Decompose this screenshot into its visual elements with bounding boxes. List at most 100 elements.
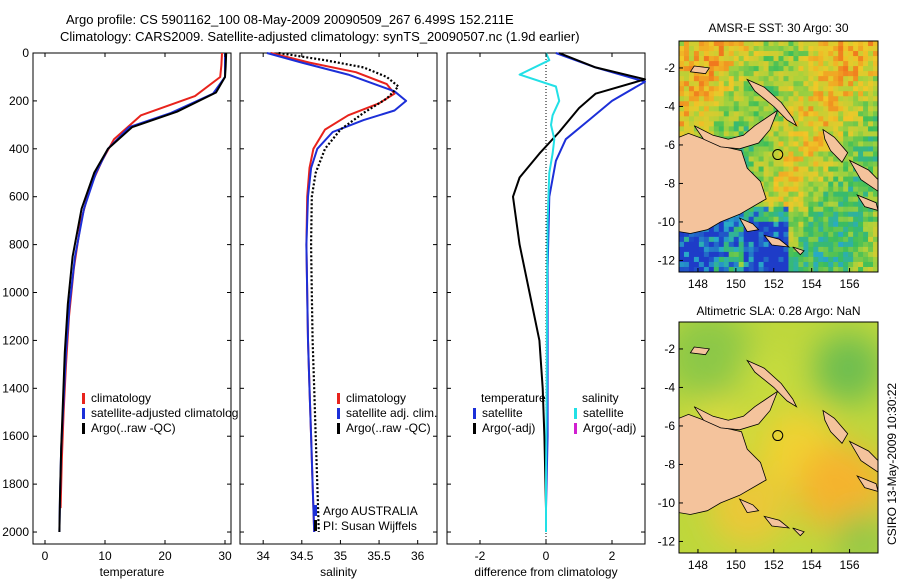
sst-cell	[763, 106, 769, 112]
sst-cell	[873, 216, 878, 223]
sst-cell	[868, 226, 874, 233]
sst-cell	[698, 266, 705, 272]
sst-cell	[818, 151, 824, 157]
sst-cell	[873, 86, 878, 92]
sst-cell	[838, 166, 844, 172]
sst-cell	[873, 96, 878, 102]
sst-cell	[723, 46, 730, 52]
sst-cell	[679, 116, 685, 122]
sst-cell	[688, 266, 695, 272]
sst-cell	[828, 86, 834, 92]
sst-cell	[813, 211, 819, 218]
sst-cell	[693, 241, 700, 248]
sst-cell	[728, 41, 735, 47]
sst-cell	[868, 141, 874, 147]
sst-cell	[823, 66, 829, 72]
sst-cell	[788, 101, 794, 107]
sst-cell	[763, 41, 769, 47]
sst-cell	[873, 106, 878, 112]
sst-cell	[858, 41, 864, 47]
sst-cell	[738, 66, 745, 72]
sst-cell	[808, 246, 814, 253]
sst-cell	[688, 261, 695, 268]
legend-label-2: Argo(..raw -QC)	[346, 421, 431, 435]
sst-cell	[763, 66, 769, 72]
sst-cell	[873, 211, 878, 218]
sst-cell	[768, 191, 774, 198]
x-axis-label: salinity	[320, 565, 357, 579]
sst-cell	[823, 251, 829, 258]
sst-cell	[688, 71, 695, 77]
legend-swatch-1	[337, 408, 340, 419]
sst-cell	[793, 51, 799, 57]
sst-cell	[818, 251, 824, 258]
sst-cell	[848, 66, 854, 72]
sst-cell	[838, 111, 844, 117]
sst-cell	[803, 221, 809, 228]
sst-cell	[688, 116, 695, 122]
sst-cell	[813, 231, 819, 238]
sst-cell	[863, 51, 869, 57]
sst-cell	[833, 126, 839, 132]
sst-cell	[778, 121, 784, 127]
sst-cell	[728, 86, 735, 92]
sst-cell	[763, 181, 769, 188]
sst-cell	[743, 91, 750, 97]
sst-cell	[683, 116, 690, 122]
sst-cell	[698, 51, 705, 57]
sst-cell	[818, 171, 824, 177]
sst-cell	[803, 56, 809, 62]
sst-cell	[683, 246, 690, 253]
sst-cell	[868, 76, 874, 82]
sst-cell	[773, 131, 779, 137]
sst-cell	[813, 216, 819, 223]
sst-cell	[783, 191, 789, 198]
sst-cell	[688, 96, 695, 102]
sst-cell	[773, 246, 779, 253]
sst-cell	[768, 151, 774, 157]
sst-cell	[703, 61, 710, 67]
sst-cell	[863, 151, 869, 157]
sst-cell	[803, 101, 809, 107]
sst-cell	[803, 161, 809, 167]
sst-cell	[788, 76, 794, 82]
sst-cell	[868, 186, 874, 193]
sst-cell	[858, 161, 864, 167]
series-line-2	[278, 51, 400, 533]
sst-cell	[843, 41, 849, 47]
sst-cell	[843, 216, 849, 223]
sst-cell	[828, 151, 834, 157]
sst-cell	[808, 51, 814, 57]
sst-cell	[778, 226, 784, 233]
sst-cell	[679, 131, 685, 137]
sst-cell	[788, 51, 794, 57]
sst-cell	[863, 261, 869, 268]
sst-cell	[683, 251, 690, 258]
sst-cell	[783, 236, 789, 243]
annotation-marker-0	[314, 505, 317, 516]
sst-cell	[718, 241, 725, 248]
sst-cell	[693, 46, 700, 52]
land-polygon-5	[856, 194, 878, 211]
sst-cell	[818, 211, 824, 218]
sst-cell	[703, 41, 710, 47]
sst-cell	[748, 146, 755, 152]
sst-cell	[753, 101, 760, 107]
sst-cell	[873, 166, 878, 172]
sst-cell	[838, 96, 844, 102]
sst-cell	[679, 46, 685, 52]
sst-cell	[753, 121, 760, 127]
sst-cell	[843, 226, 849, 233]
sst-cell	[803, 121, 809, 127]
sst-cell	[808, 251, 814, 258]
sst-cell	[793, 191, 799, 198]
sst-cell	[763, 71, 769, 77]
sst-cell	[713, 111, 720, 117]
sst-cell	[768, 171, 774, 177]
sst-cell	[679, 126, 685, 132]
sst-cell	[813, 76, 819, 82]
sst-cell	[713, 236, 720, 243]
sst-cell	[753, 146, 760, 152]
sst-cell	[823, 56, 829, 62]
sst-cell	[733, 101, 740, 107]
